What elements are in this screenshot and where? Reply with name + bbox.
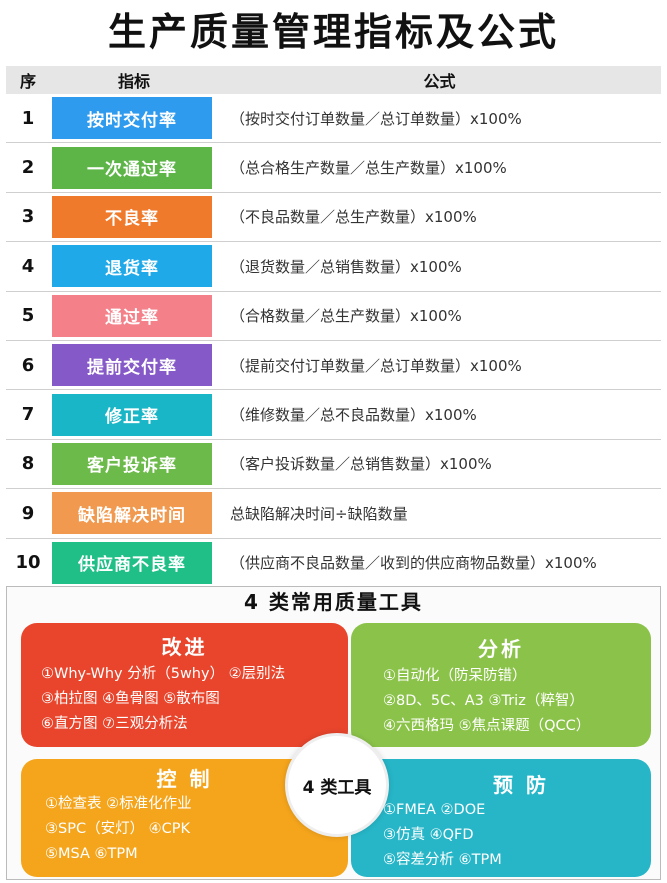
analyze-box: 分析 ①自动化（防呆防错） ②8D、5C、A3 ③Triz（粹智） ④六西格玛 … <box>351 623 651 747</box>
page-title: 生产质量管理指标及公式 <box>107 10 559 54</box>
row-number: 5 <box>21 305 35 327</box>
prevent-line: ⑤容差分析 ⑥TPM <box>383 852 502 868</box>
metric-name-badge: 按时交付率 <box>52 97 212 140</box>
control-title: 控 制 <box>156 767 213 791</box>
table-row: 8 客户投诉率 （客户投诉数量／总销售数量）x100% <box>6 440 661 490</box>
improve-line: ③柏拉图 ④鱼骨图 ⑤散布图 <box>41 691 220 707</box>
metric-formula: （客户投诉数量／总销售数量）x100% <box>230 455 492 474</box>
control-line: ③SPC（安灯） ④CPK <box>45 821 191 837</box>
table-row: 6 提前交付率 （提前交付订单数量／总订单数量）x100% <box>6 341 661 391</box>
table-row: 1 按时交付率 （按时交付订单数量／总订单数量）x100% <box>6 94 661 144</box>
row-number: 2 <box>21 157 35 179</box>
analyze-line: ④六西格玛 ⑤焦点课题（QCC） <box>383 718 591 734</box>
table-row: 4 退货率 （退货数量／总销售数量）x100% <box>6 242 661 292</box>
prevent-title: 预 防 <box>493 773 549 797</box>
row-number: 4 <box>21 255 35 277</box>
header-num: 序 <box>19 72 36 91</box>
metric-formula: （总合格生产数量／总生产数量）x100% <box>230 159 507 178</box>
prevent-line: ①FMEA ②DOE <box>383 802 486 818</box>
metric-formula: （退货数量／总销售数量）x100% <box>230 257 462 276</box>
metric-name-badge: 提前交付率 <box>52 344 212 387</box>
table-row: 5 通过率 （合格数量／总生产数量）x100% <box>6 292 661 341</box>
tools-title: 4 类常用质量工具 <box>244 590 423 614</box>
improve-line: ⑥直方图 ⑦三观分析法 <box>41 716 188 732</box>
metric-name-badge: 客户投诉率 <box>52 442 212 485</box>
table-row: 3 不良率 （不良品数量／总生产数量）x100% <box>6 193 661 243</box>
control-line: ⑤MSA ⑥TPM <box>45 846 138 862</box>
metric-formula: （按时交付订单数量／总订单数量）x100% <box>230 109 522 128</box>
control-line: ①检查表 ②标准化作业 <box>45 796 192 812</box>
center-circle: 4 类工具 <box>285 733 389 837</box>
row-number: 9 <box>21 502 35 524</box>
metric-name-badge: 退货率 <box>52 245 212 288</box>
row-number: 10 <box>15 552 41 574</box>
quality-tools-panel: 4 类常用质量工具 改进 ①Why-Why 分析（5why） ②层别法 ③柏拉图… <box>6 586 661 880</box>
metrics-table: 序 指标 公式 1 按时交付率 （按时交付订单数量／总订单数量）x100% 2 一次通过… <box>6 66 661 588</box>
header-name: 指标 <box>117 72 150 91</box>
analyze-line: ①自动化（防呆防错） <box>383 668 527 684</box>
metric-formula: （供应商不良品数量／收到的供应商物品数量）x100% <box>230 554 597 573</box>
improve-title: 改进 <box>161 635 208 659</box>
header-formula: 公式 <box>423 72 456 91</box>
row-number: 1 <box>21 107 35 129</box>
prevent-box: 预 防 ①FMEA ②DOE ③仿真 ④QFD ⑤容差分析 ⑥TPM <box>351 759 651 877</box>
metric-name-badge: 修正率 <box>52 393 212 436</box>
table-row: 7 修正率 （维修数量／总不良品数量）x100% <box>6 390 661 440</box>
prevent-line: ③仿真 ④QFD <box>383 827 474 843</box>
metric-formula: （合格数量／总生产数量）x100% <box>230 307 462 326</box>
analyze-title: 分析 <box>478 637 524 661</box>
metric-name-badge: 供应商不良率 <box>52 541 212 584</box>
improve-box: 改进 ①Why-Why 分析（5why） ②层别法 ③柏拉图 ④鱼骨图 ⑤散布图… <box>21 623 348 747</box>
metric-formula: （维修数量／总不良品数量）x100% <box>230 406 477 425</box>
metric-name-badge: 不良率 <box>52 195 212 238</box>
metric-name-badge: 一次通过率 <box>52 146 212 189</box>
table-row: 9 缺陷解决时间 总缺陷解决时间÷缺陷数量 <box>6 489 661 539</box>
row-number: 3 <box>21 206 35 228</box>
row-number: 7 <box>21 404 35 426</box>
row-number: 6 <box>21 354 35 376</box>
row-number: 8 <box>21 453 35 475</box>
analyze-line: ②8D、5C、A3 ③Triz（粹智） <box>383 693 584 709</box>
table-row: 10 供应商不良率 （供应商不良品数量／收到的供应商物品数量）x100% <box>6 539 661 588</box>
table-row: 2 一次通过率 （总合格生产数量／总生产数量）x100% <box>6 143 661 193</box>
metric-name-badge: 缺陷解决时间 <box>52 492 212 535</box>
table-header: 序 指标 公式 <box>6 66 661 94</box>
metric-formula: （不良品数量／总生产数量）x100% <box>230 208 477 227</box>
metric-name-badge: 通过率 <box>52 294 212 337</box>
metric-formula: （提前交付订单数量／总订单数量）x100% <box>230 356 522 375</box>
metric-formula: 总缺陷解决时间÷缺陷数量 <box>230 504 408 523</box>
improve-line: ①Why-Why 分析（5why） ②层别法 <box>41 666 286 682</box>
